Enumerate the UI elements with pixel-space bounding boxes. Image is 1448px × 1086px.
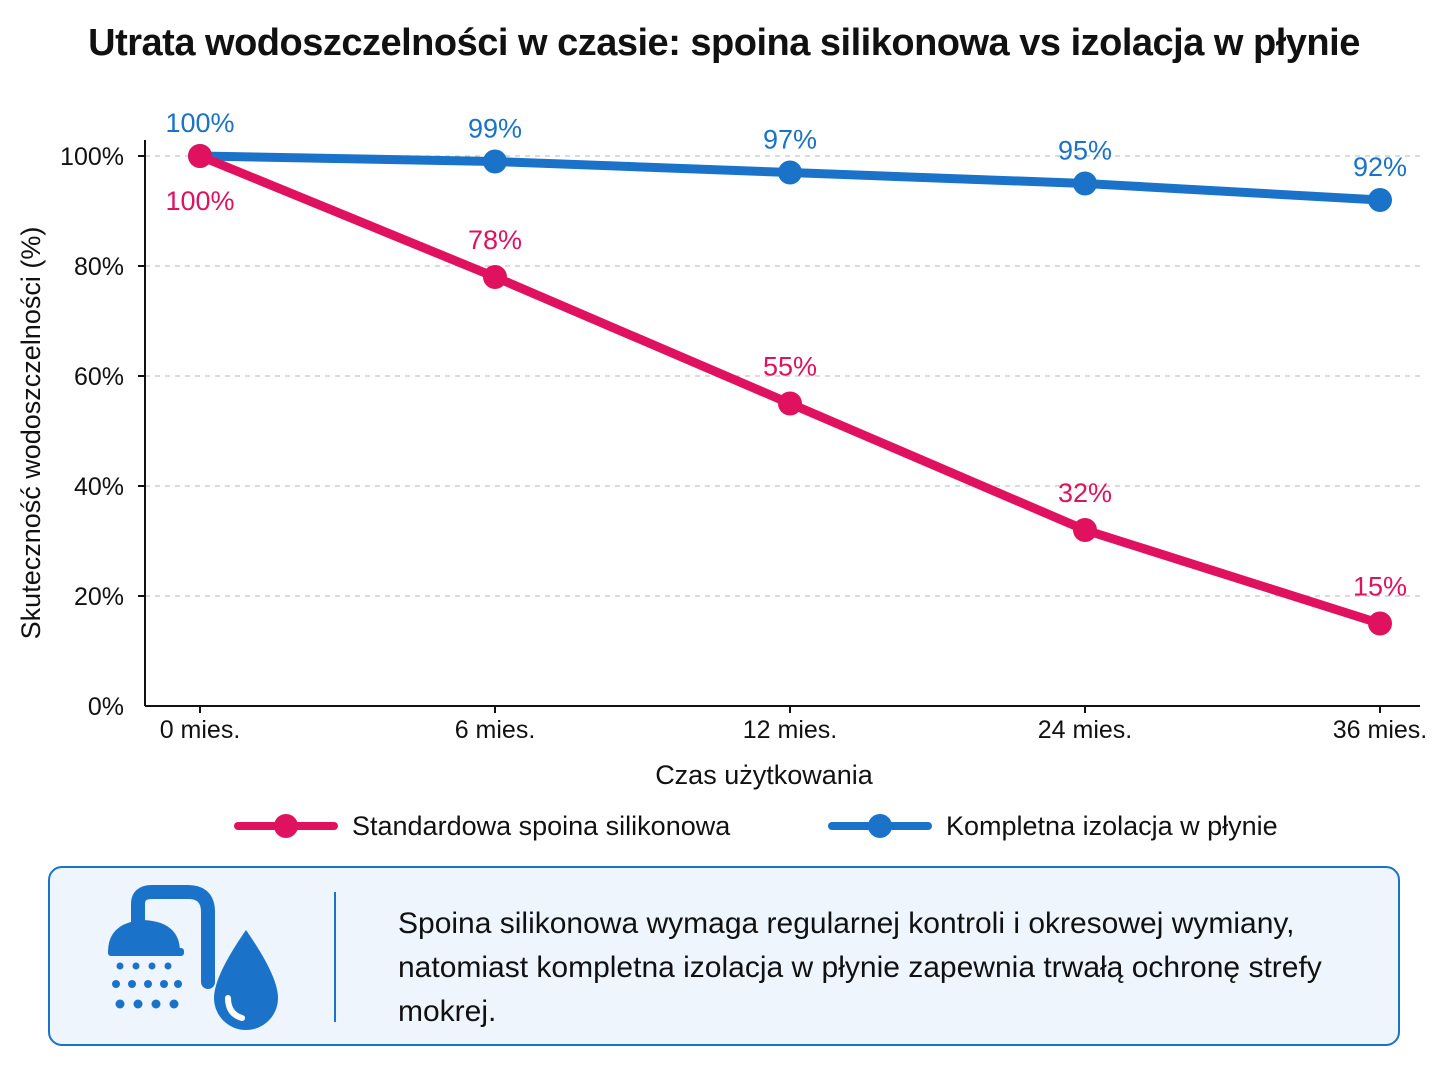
legend: Standardowa spoina silikonowa Kompletna … [0,806,1448,846]
x-tick-label: 36 mies. [1333,716,1427,744]
data-label-series-1: 99% [468,114,522,144]
series-line-0 [195,151,1385,628]
data-point-series-0 [483,265,507,289]
note-text: Spoina silikonowa wymaga regularnej kont… [398,907,1322,1028]
data-label-series-0: 55% [763,352,817,382]
data-point-series-0 [1368,611,1392,636]
data-label-series-1: 95% [1058,136,1112,166]
axes [144,140,1420,707]
data-point-series-1 [778,160,802,185]
chart-title: Utrata wodoszczelności w czasie: spoina … [88,22,1360,64]
data-point-series-1 [1368,188,1392,212]
data-label-series-1: 100% [165,108,234,138]
x-tick-label: 6 mies. [455,716,536,744]
shower-and-water-drop-icon [108,885,278,1030]
x-axis-label: Czas użytkowania [655,760,874,790]
x-tick-label: 0 mies. [160,716,241,744]
legend-label-liquid-membrane: Kompletna izolacja w płynie [946,810,1278,841]
data-point-series-0 [1073,518,1097,542]
x-tick-label: 12 mies. [743,716,837,744]
legend-item-liquid-membrane: Kompletna izolacja w płynie [828,806,1278,846]
legend-swatch-liquid-membrane [828,806,932,846]
data-point-series-0 [778,391,802,416]
x-tick-label: 24 mies. [1038,716,1132,744]
data-label-series-0: 78% [468,225,522,255]
y-tick-label: 20% [74,583,124,611]
series [188,144,1392,636]
data-label-series-0: 32% [1058,478,1112,508]
data-point-series-1 [1073,171,1097,196]
info-note-box: Spoina silikonowa wymaga regularnej kont… [48,866,1400,1046]
data-labels: 100% 78% 55% 32% 15% 100% 99% 97% 95% 92% [165,108,1407,602]
line-chart: 0% 20% 40% 60% 80% 100% 0 mies. 6 mies. 12 mies… [16,108,1427,790]
y-tick-label: 40% [74,473,124,501]
data-label-series-1: 92% [1353,152,1407,182]
y-tick-label: 60% [74,363,124,391]
x-tick-labels: 0 mies. 6 mies. 12 mies. 24 mies. 36 mies. [160,706,1427,744]
note-divider [334,892,336,1022]
data-point-series-1 [483,149,507,174]
y-axis-label: Skuteczność wodoszczelności (%) [16,227,46,640]
data-label-series-1: 97% [763,125,817,155]
data-point-series-0 [188,144,212,168]
data-label-series-0: 15% [1353,572,1407,602]
legend-label-silicone: Standardowa spoina silikonowa [352,810,731,841]
legend-swatch-silicone [234,806,338,846]
data-label-series-0: 100% [165,186,234,216]
y-tick-label: 80% [74,253,124,281]
legend-item-silicone: Standardowa spoina silikonowa [234,806,730,846]
y-tick-labels: 0% 20% 40% 60% 80% 100% [60,143,145,721]
y-tick-label: 100% [60,143,124,171]
y-tick-label: 0% [88,693,124,721]
